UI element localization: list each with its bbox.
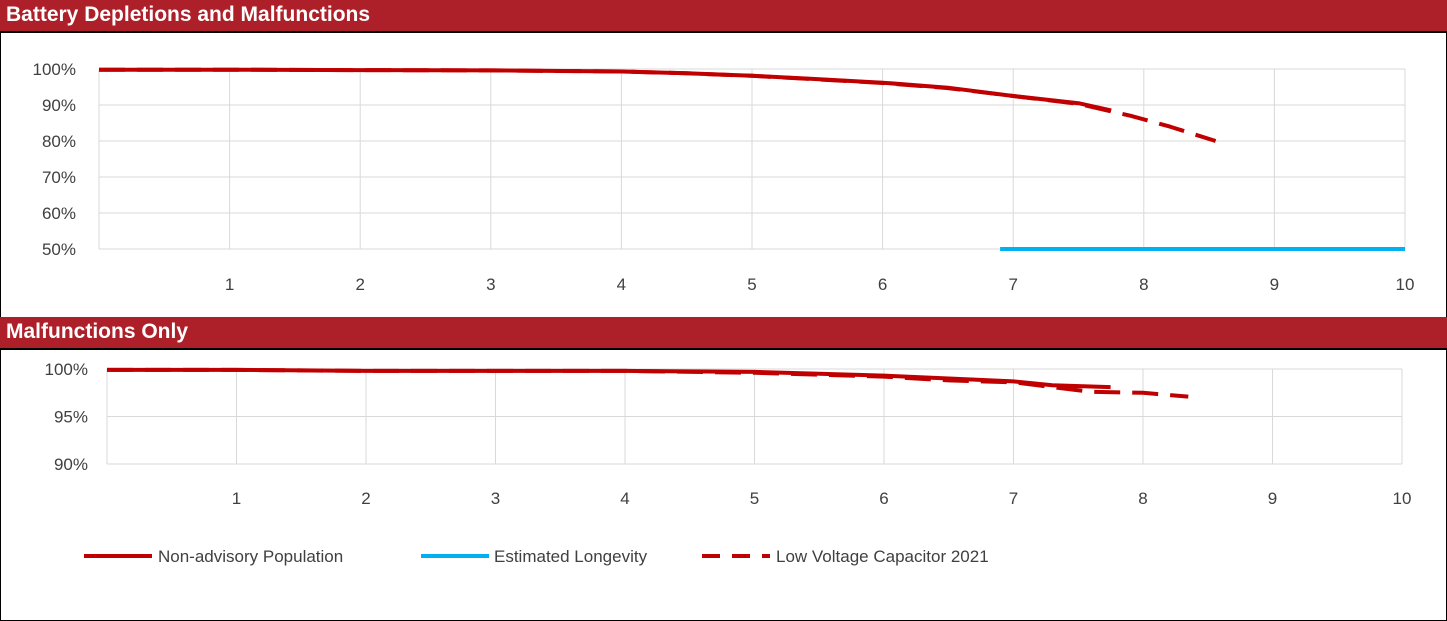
chart2-x-tick-label: 8 (1138, 489, 1147, 508)
chart2-x-tick-label: 4 (620, 489, 629, 508)
chart1-x-tick-label: 5 (747, 275, 756, 294)
chart2-x-tick-label: 6 (879, 489, 888, 508)
chart1-x-tick-label: 4 (617, 275, 626, 294)
chart1-x-tick-label: 1 (225, 275, 234, 294)
legend-label-low-voltage-capacitor-2021: Low Voltage Capacitor 2021 (776, 547, 989, 566)
chart1-x-tick-label: 8 (1139, 275, 1148, 294)
chart2-x-tick-label: 5 (750, 489, 759, 508)
chart1-y-tick-label: 60% (42, 204, 76, 223)
chart2-x-tick-label: 2 (361, 489, 370, 508)
chart1-x-tick-label: 2 (355, 275, 364, 294)
chart2-x-tick-label: 10 (1393, 489, 1412, 508)
chart1-x-tick-label: 9 (1270, 275, 1279, 294)
chart1-x-tick-label: 3 (486, 275, 495, 294)
chart1-title-bar: Battery Depletions and Malfunctions (0, 0, 1447, 33)
chart1-y-tick-label: 90% (42, 96, 76, 115)
chart2-x-tick-label: 7 (1009, 489, 1018, 508)
chart1-title: Battery Depletions and Malfunctions (6, 3, 371, 26)
chart1-y-tick-label: 50% (42, 240, 76, 259)
chart1-x-tick-label: 10 (1396, 275, 1415, 294)
chart2-x-tick-label: 3 (491, 489, 500, 508)
legend-label-estimated-longevity: Estimated Longevity (494, 547, 648, 566)
chart1-x-tick-label: 6 (878, 275, 887, 294)
chart2-series-low-voltage-capacitor-2021 (107, 367, 1189, 399)
chart1-y-tick-label: 70% (42, 168, 76, 187)
chart2-y-tick-label: 90% (54, 455, 88, 474)
chart2-y-tick-label: 100% (45, 360, 88, 379)
chart1-x-tick-label: 7 (1008, 275, 1017, 294)
chart2-y-tick-label: 95% (54, 408, 88, 427)
legend-label-non-advisory-population: Non-advisory Population (158, 547, 343, 566)
chart2-x-tick-label: 9 (1268, 489, 1277, 508)
chart2-title-bar: Malfunctions Only (0, 317, 1447, 350)
chart2-title: Malfunctions Only (6, 320, 189, 343)
chart1-series-low-voltage-capacitor-2021 (99, 67, 1217, 143)
chart2-x-tick-label: 1 (232, 489, 241, 508)
chart1-y-tick-label: 100% (33, 60, 76, 79)
chart1-y-tick-label: 80% (42, 132, 76, 151)
